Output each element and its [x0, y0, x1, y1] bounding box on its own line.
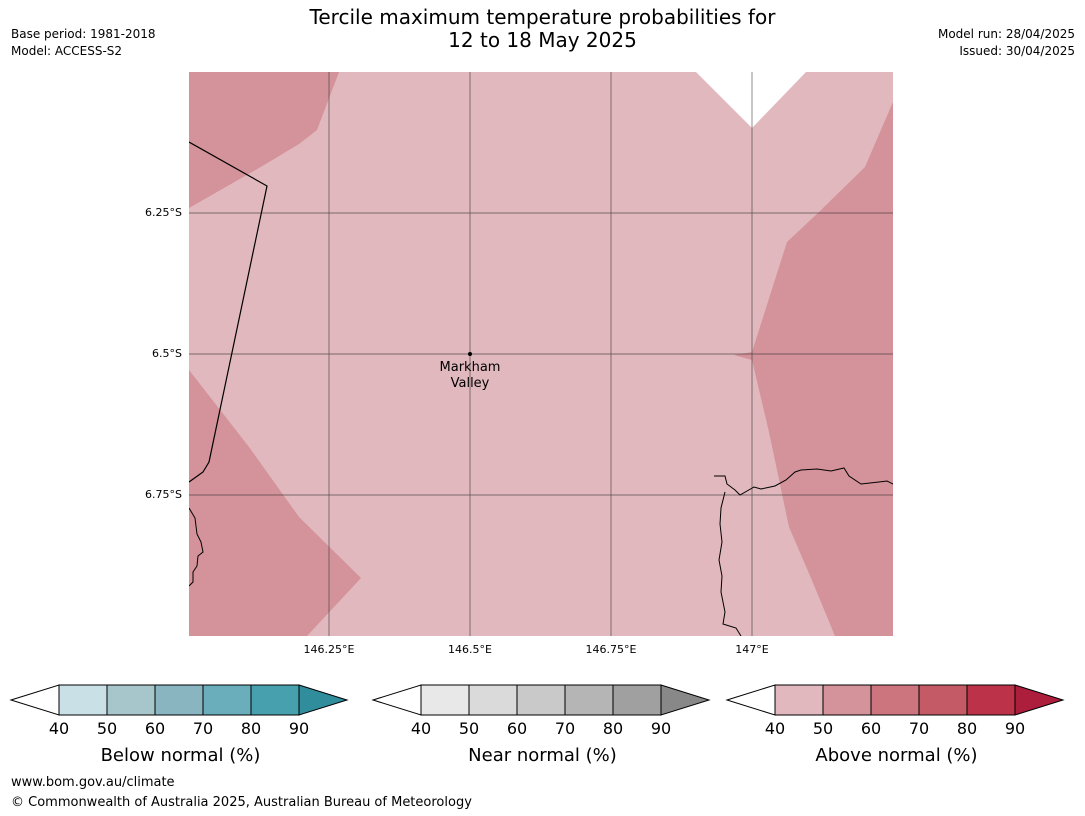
- cb3-seg-5: [966, 684, 1016, 716]
- lon-tick-4: 147°E: [735, 643, 769, 656]
- place-label-line-1: Markham: [439, 360, 501, 375]
- river-coastline: [718, 491, 742, 636]
- lon-tick-2: 146.5°E: [448, 643, 492, 656]
- below-normal-colorbar: [9, 684, 349, 716]
- cb1-tick-90: 90: [288, 719, 310, 738]
- cb3-seg-4: [918, 684, 968, 716]
- cb2-seg-2: [468, 684, 518, 716]
- cb3-tick-90: 90: [1004, 719, 1026, 738]
- markham-valley-marker[interactable]: [468, 352, 472, 356]
- cb2-tick-60: 60: [506, 719, 528, 738]
- place-label: Markham Valley: [410, 360, 530, 392]
- cb3-tick-60: 60: [860, 719, 882, 738]
- below-normal-title: Below normal (%): [100, 745, 261, 766]
- no-data-area: [696, 72, 806, 128]
- cb3-tick-80: 80: [956, 719, 978, 738]
- above-50-60-east: [734, 102, 893, 636]
- cb1-tick-40: 40: [48, 719, 70, 738]
- cb2-low-arrow: [371, 684, 422, 716]
- above-normal-colorbar: [725, 684, 1065, 716]
- cb3-seg-1: [774, 684, 824, 716]
- cb1-tick-50: 50: [96, 719, 118, 738]
- footer-copyright: © Commonwealth of Australia 2025, Austra…: [11, 795, 472, 810]
- near-normal-title: Near normal (%): [468, 745, 617, 766]
- cb1-seg-4: [202, 684, 252, 716]
- above-50-60-northwest: [189, 72, 339, 208]
- lat-tick-2: 6.5°S: [152, 347, 182, 360]
- cb1-seg-5: [250, 684, 300, 716]
- cb3-tick-40: 40: [764, 719, 786, 738]
- title-line-1: Tercile maximum temperature probabilitie…: [309, 5, 776, 29]
- cb2-seg-4: [564, 684, 614, 716]
- near-normal-colorbar: [371, 684, 711, 716]
- cb3-low-arrow: [725, 684, 776, 716]
- cb2-tick-40: 40: [410, 719, 432, 738]
- footer-url[interactable]: www.bom.gov.au/climate: [11, 775, 175, 790]
- cb3-seg-3: [870, 684, 920, 716]
- model-name: Model: ACCESS-S2: [11, 44, 123, 58]
- cb2-seg-5: [612, 684, 662, 716]
- cb2-seg-3: [516, 684, 566, 716]
- cb1-tick-80: 80: [240, 719, 262, 738]
- above-50-60-southwest: [189, 370, 361, 636]
- lon-tick-1: 146.25°E: [303, 643, 355, 656]
- cb1-seg-2: [106, 684, 156, 716]
- cb1-seg-3: [154, 684, 204, 716]
- graticule: [189, 72, 893, 636]
- east-coastline: [714, 467, 893, 496]
- border-line: [189, 141, 268, 483]
- west-coastline: [189, 507, 204, 587]
- page-title: Tercile maximum temperature probabilitie…: [0, 6, 1085, 52]
- cb1-seg-1: [58, 684, 108, 716]
- cb1-tick-60: 60: [144, 719, 166, 738]
- issued-date: Issued: 30/04/2025: [959, 44, 1075, 58]
- cb2-seg-1: [420, 684, 470, 716]
- cb2-tick-90: 90: [650, 719, 672, 738]
- cb2-tick-50: 50: [458, 719, 480, 738]
- cb1-tick-70: 70: [192, 719, 214, 738]
- cb1-low-arrow: [9, 684, 60, 716]
- cb2-high-arrow: [660, 684, 711, 716]
- cb3-seg-2: [822, 684, 872, 716]
- above-normal-title: Above normal (%): [815, 745, 978, 766]
- place-label-line-2: Valley: [450, 376, 490, 391]
- cb1-high-arrow: [298, 684, 349, 716]
- lon-tick-3: 146.75°E: [585, 643, 637, 656]
- cb3-tick-50: 50: [812, 719, 834, 738]
- lat-tick-1: 6.25°S: [145, 206, 182, 219]
- lat-tick-3: 6.75°S: [145, 488, 182, 501]
- probability-map[interactable]: [189, 72, 893, 636]
- cb3-high-arrow: [1014, 684, 1065, 716]
- cb2-tick-70: 70: [554, 719, 576, 738]
- cb3-tick-70: 70: [908, 719, 930, 738]
- base-period: Base period: 1981-2018: [11, 27, 156, 41]
- model-run: Model run: 28/04/2025: [937, 27, 1075, 41]
- cb2-tick-80: 80: [602, 719, 624, 738]
- title-line-2: 12 to 18 May 2025: [448, 28, 637, 52]
